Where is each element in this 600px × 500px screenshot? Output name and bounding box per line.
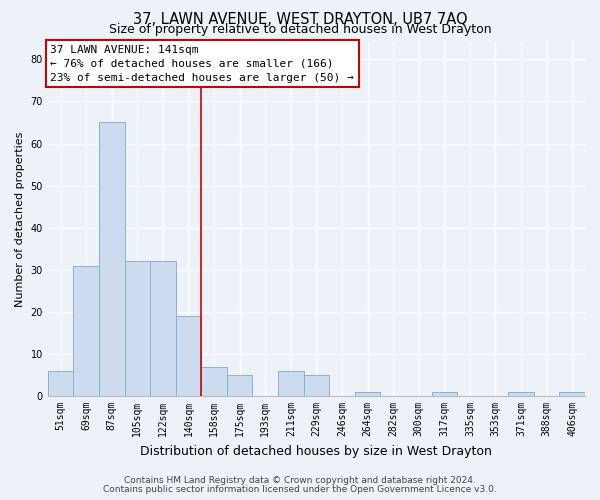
Bar (508, 392, 534, 396)
Bar (125, 262, 150, 396)
Bar (201, 366, 227, 396)
Y-axis label: Number of detached properties: Number of detached properties (15, 132, 25, 307)
Text: Contains HM Land Registry data © Crown copyright and database right 2024.: Contains HM Land Registry data © Crown c… (124, 476, 476, 485)
Bar (431, 392, 457, 396)
Text: Size of property relative to detached houses in West Drayton: Size of property relative to detached ho… (109, 24, 491, 36)
Bar (304, 375, 329, 396)
Bar (278, 371, 304, 396)
Bar (176, 316, 201, 396)
Text: Contains public sector information licensed under the Open Government Licence v3: Contains public sector information licen… (103, 485, 497, 494)
Bar (559, 392, 585, 396)
Text: 37 LAWN AVENUE: 141sqm
← 76% of detached houses are smaller (166)
23% of semi-de: 37 LAWN AVENUE: 141sqm ← 76% of detached… (50, 44, 354, 82)
Bar (355, 392, 380, 396)
X-axis label: Distribution of detached houses by size in West Drayton: Distribution of detached houses by size … (140, 444, 493, 458)
Bar (227, 375, 253, 396)
Bar (99, 122, 125, 396)
Text: 37, LAWN AVENUE, WEST DRAYTON, UB7 7AQ: 37, LAWN AVENUE, WEST DRAYTON, UB7 7AQ (133, 12, 467, 28)
Bar (73, 266, 99, 396)
Bar (150, 262, 176, 396)
Bar (48, 371, 73, 396)
